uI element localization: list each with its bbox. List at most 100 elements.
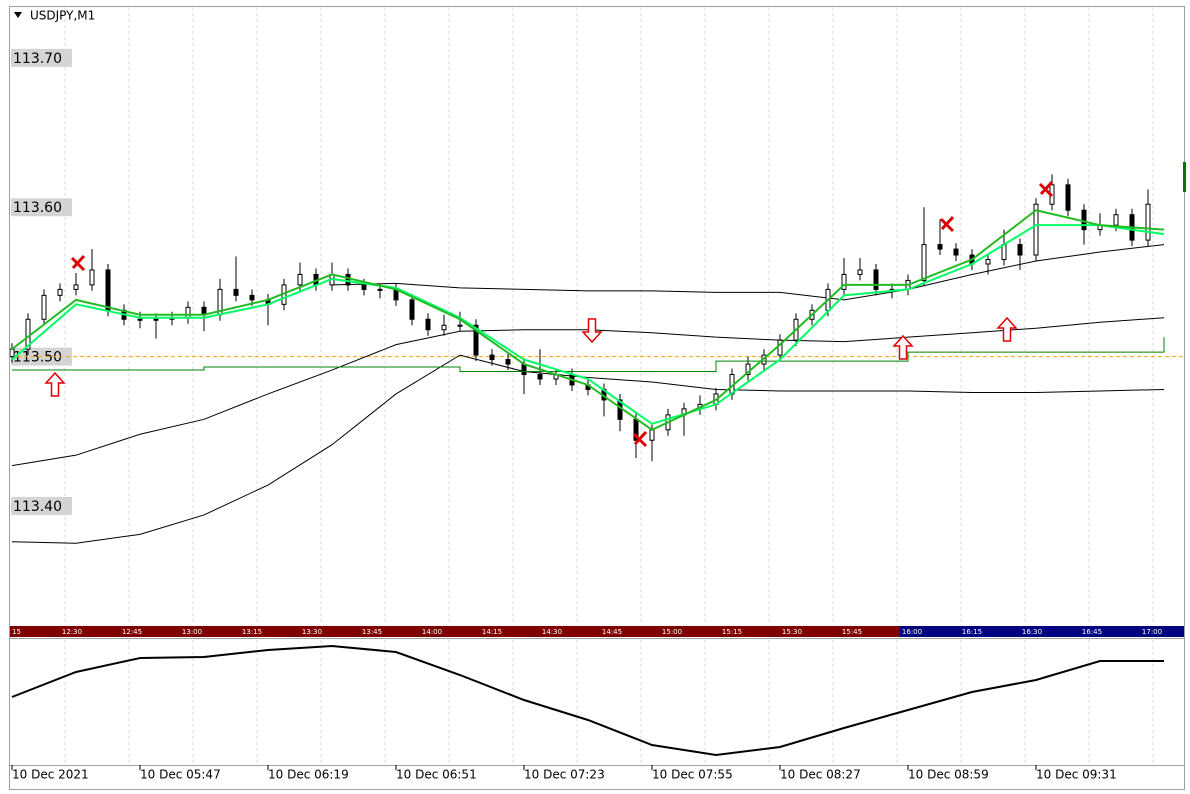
grid <box>64 7 1154 765</box>
chart-title: USDJPY,M1 <box>30 9 95 23</box>
indicator-line <box>11 209 1165 431</box>
candle-body <box>505 359 511 365</box>
exit-mark <box>939 215 955 233</box>
candle-body <box>953 248 959 256</box>
window-frame <box>9 6 1185 790</box>
y-tick-label: 113.60 <box>13 200 62 216</box>
candle-body <box>233 288 239 296</box>
x-axis: 10 Dec 2021 10 Dec 05:47 10 Dec 06:19 10 De… <box>11 765 1117 782</box>
candle-body <box>1145 203 1151 241</box>
candle-body <box>361 284 367 290</box>
candle-body <box>185 306 191 319</box>
candle-body <box>489 354 495 361</box>
session-label: 16:30 <box>1022 628 1042 636</box>
indicator-line <box>11 354 1165 544</box>
x-tick-label: 10 Dec 07:55 <box>652 768 733 782</box>
indicator-line <box>11 644 1164 757</box>
candle-body <box>985 259 991 265</box>
session-label: 15:45 <box>842 628 862 636</box>
candle-body <box>137 318 143 321</box>
candle-body <box>937 244 943 250</box>
session-label: 16:00 <box>902 628 922 636</box>
candle-body <box>297 273 303 286</box>
candle-body <box>377 288 383 291</box>
y-tick-label: 113.70 <box>13 51 62 67</box>
candle-body <box>1113 214 1119 226</box>
session-label: 13:15 <box>242 628 262 636</box>
candle-body <box>41 294 47 320</box>
candle-body <box>841 273 847 290</box>
x-tick-label: 10 Dec 08:59 <box>908 768 989 782</box>
price-marker <box>1183 162 1186 192</box>
session-label: 13:00 <box>182 628 202 636</box>
session-label: 13:30 <box>302 628 322 636</box>
session-label: 16:45 <box>1082 628 1102 636</box>
y-tick-label: 113.50 <box>13 350 62 366</box>
x-tick-label: 10 Dec 06:19 <box>268 768 349 782</box>
y-tick-box <box>11 496 72 515</box>
x-tick-label: 10 Dec 05:47 <box>140 768 221 782</box>
x-tick-label: 10 Dec 2021 <box>12 768 89 782</box>
indicator-line <box>12 337 1165 373</box>
oscillator-pane <box>11 644 1164 757</box>
session-strip-highlight <box>900 626 1184 637</box>
candle-body <box>649 429 655 441</box>
candle-body <box>441 324 447 331</box>
x-tick-label: 10 Dec 06:51 <box>396 768 477 782</box>
candle-body <box>1033 203 1039 256</box>
signals <box>45 180 1054 448</box>
candle-body <box>89 269 95 286</box>
exit-mark <box>1038 180 1054 198</box>
session-label: 14:30 <box>542 628 562 636</box>
session-label: 17:00 <box>1142 628 1162 636</box>
session-label: 15:00 <box>662 628 682 636</box>
candle-body <box>409 299 415 320</box>
candle-body <box>1017 244 1023 256</box>
x-tick-label: 10 Dec 09:31 <box>1036 768 1117 782</box>
session-strip <box>10 626 900 637</box>
exit-mark <box>70 254 86 272</box>
session-labels: 15 12:30 12:45 13:00 13:15 13:30 13:45 14:00 14:… <box>12 628 1162 636</box>
candle-body <box>10 348 15 358</box>
menu-triangle <box>14 12 22 18</box>
candle-body <box>57 288 63 296</box>
candle-body <box>105 269 111 311</box>
y-tick-label: 113.40 <box>13 499 62 515</box>
session-label: 12:30 <box>62 628 82 636</box>
candle-body <box>1065 184 1071 211</box>
candle-body <box>857 269 863 275</box>
session-label: 14:45 <box>602 628 622 636</box>
candle-body <box>73 284 79 290</box>
y-axis: 113.70 113.60 113.50 113.40 <box>11 48 72 515</box>
candle-body <box>521 363 527 376</box>
session-label: 12:45 <box>122 628 142 636</box>
session-label: 16:15 <box>962 628 982 636</box>
session-label: 15:30 <box>782 628 802 636</box>
session-label: 14:15 <box>482 628 502 636</box>
candle-body <box>1081 209 1087 231</box>
candle-body <box>153 318 159 321</box>
candle-body <box>345 273 351 286</box>
candle-body <box>921 244 927 281</box>
session-label: 15 <box>12 628 21 636</box>
candle-body <box>473 324 479 356</box>
indicator-line <box>11 224 1165 425</box>
session-label: 13:45 <box>362 628 382 636</box>
candle-body <box>537 374 543 380</box>
x-tick-label: 10 Dec 07:23 <box>524 768 605 782</box>
candle-body <box>425 318 431 331</box>
candle-body <box>873 269 879 290</box>
y-tick-box <box>11 198 72 217</box>
candle-body <box>249 294 255 301</box>
candle-body <box>457 324 463 327</box>
session-label: 15:15 <box>722 628 742 636</box>
x-tick-label: 10 Dec 08:27 <box>780 768 861 782</box>
candle-body <box>1001 244 1007 261</box>
y-tick-box <box>11 48 72 67</box>
indicator-line <box>331 244 1165 301</box>
price-pane <box>10 174 1184 544</box>
session-label: 14:00 <box>422 628 442 636</box>
exit-mark <box>632 430 648 448</box>
